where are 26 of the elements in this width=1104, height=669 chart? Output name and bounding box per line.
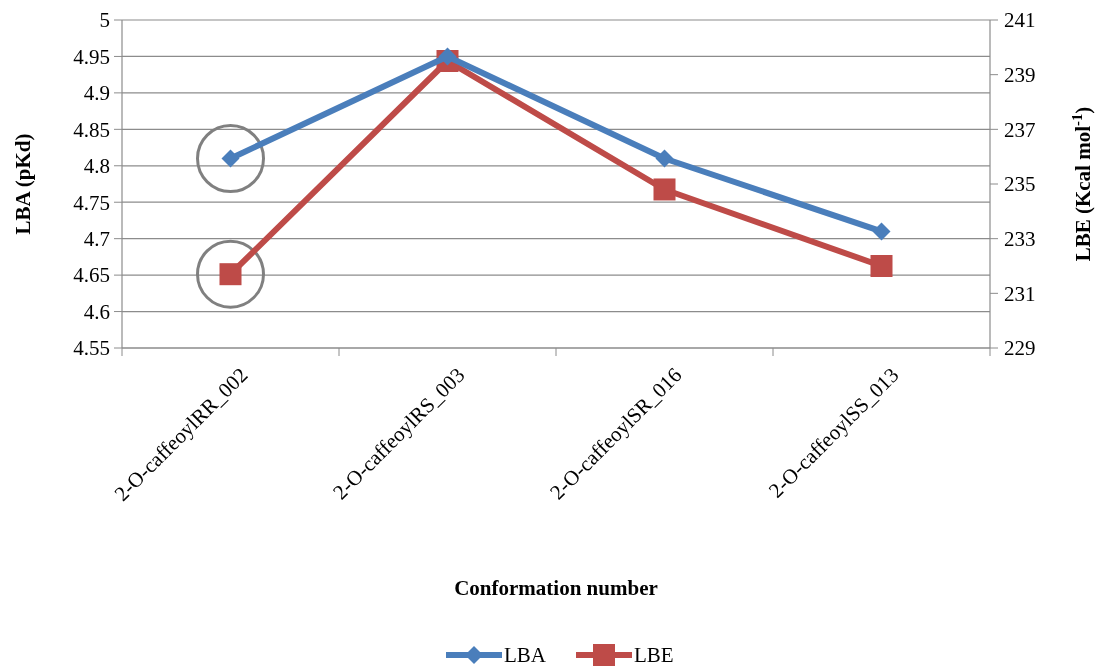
- point: [438, 47, 457, 66]
- point: [872, 222, 891, 241]
- legend-label: LBA: [504, 643, 547, 668]
- point: [655, 149, 674, 168]
- y-tick-label: 4.65: [73, 263, 110, 288]
- y2-tick-label: 235: [1004, 172, 1036, 197]
- y-tick-label: 4.95: [73, 44, 110, 69]
- y-tick-label: 4.6: [83, 299, 110, 324]
- point: [653, 178, 676, 201]
- y-tick-label: 4.55: [73, 336, 110, 361]
- y2-tick-label: 233: [1004, 227, 1036, 252]
- y-tick-label: 4.8: [83, 154, 110, 179]
- y2-tick-label: 229: [1004, 336, 1036, 361]
- y2-tick-label: 239: [1004, 63, 1036, 88]
- y2-tick-label: 237: [1004, 117, 1036, 142]
- y-tick-label: 4.9: [83, 81, 110, 106]
- legend-label: LBE: [634, 643, 674, 668]
- y-tick-label: 4.7: [83, 227, 110, 252]
- point: [870, 255, 893, 277]
- x-axis-title: Conformation number: [454, 576, 658, 600]
- y-tick-label: 4.75: [73, 190, 110, 215]
- y2-tick-label: 241: [1004, 8, 1036, 33]
- y2-tick-label: 231: [1004, 281, 1036, 306]
- y-tick-label: 4.85: [73, 117, 110, 142]
- y-tick-label: 5: [99, 8, 110, 33]
- y-axis-title: LBA (pKd): [11, 133, 35, 235]
